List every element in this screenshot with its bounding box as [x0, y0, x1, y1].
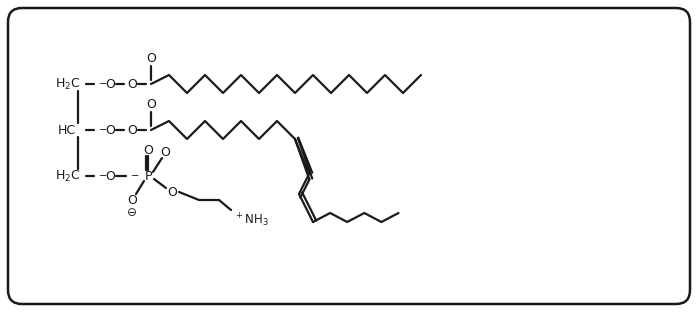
- Text: O: O: [127, 124, 137, 137]
- Text: $\mathregular{^+NH_3}$: $\mathregular{^+NH_3}$: [234, 211, 269, 229]
- Text: O: O: [105, 77, 115, 90]
- Text: ─: ─: [99, 125, 105, 135]
- Text: O: O: [146, 52, 156, 66]
- Text: ─: ─: [131, 171, 137, 181]
- Text: O: O: [105, 124, 115, 137]
- Text: O: O: [105, 169, 115, 183]
- Text: H$_2$C: H$_2$C: [55, 168, 81, 183]
- Text: O: O: [167, 186, 177, 198]
- Text: ⊖: ⊖: [127, 207, 137, 220]
- Text: O: O: [143, 144, 153, 157]
- Text: ─: ─: [99, 79, 105, 89]
- Text: ─: ─: [99, 171, 105, 181]
- FancyBboxPatch shape: [8, 8, 690, 304]
- Text: HC: HC: [58, 124, 76, 137]
- Text: O: O: [127, 194, 137, 207]
- Text: P: P: [144, 169, 151, 183]
- Text: O: O: [146, 99, 156, 111]
- Text: O: O: [160, 145, 170, 158]
- Text: H$_2$C: H$_2$C: [55, 76, 81, 91]
- Text: O: O: [127, 77, 137, 90]
